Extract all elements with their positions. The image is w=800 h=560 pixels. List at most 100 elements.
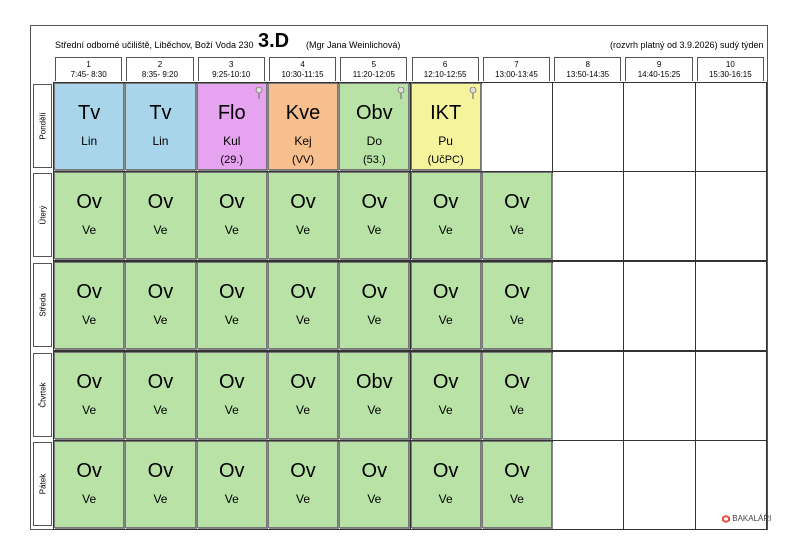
lesson-teacher: Ve [509,492,524,506]
lesson-teacher: Ve [296,313,311,327]
lesson-teacher: Ve [82,223,97,237]
subject: Ov [290,371,316,393]
lesson: Tv Lin [54,83,125,170]
subject: Tv [149,102,172,124]
week: sudý týden [720,40,764,50]
period-header: 7 13:00-13:45 [482,57,551,81]
subject: Obv [355,371,393,393]
lesson-teacher: Ve [367,492,382,506]
period-number: 8 [585,60,590,69]
period-header: 5 11:20-12:05 [340,57,408,81]
cell [694,351,767,441]
room: (29.) [220,154,244,166]
subject: Ov [218,191,245,213]
lesson-teacher: Ve [224,313,239,327]
lesson-teacher: Lin [81,134,98,148]
day-label: Čtvrtek [33,353,52,437]
period-header: 4 10:30-11:15 [268,57,337,81]
period-time: 7:45- 8:30 [70,70,107,79]
subject: Ov [432,371,459,393]
lesson-teacher: Ve [367,403,382,417]
class: 3.D [258,30,290,52]
logo-icon [722,514,730,523]
cell [552,171,625,261]
lesson: Ov Ve [196,441,267,528]
subject: Kve [285,102,321,124]
day-label: Středa [33,263,52,347]
day-name: Pondělí [38,112,47,140]
subject: Obv [355,102,393,124]
subject: Ov [76,191,102,213]
subject: Ov [147,191,174,213]
period-header: 3 9:25-10:10 [197,57,265,81]
room: (53.) [363,154,386,166]
period-header: 2 8:35- 9:20 [126,57,194,81]
period-number: 5 [371,60,377,69]
lesson: Ov Ve [125,172,196,259]
logo: BAKALÁŘI [722,514,771,523]
subject: Ov [147,371,174,393]
lesson: Ov Ve [339,441,410,528]
period-time: 13:50-14:35 [566,70,610,79]
day-name: Pátek [38,473,47,495]
lesson-teacher: Ve [367,313,382,327]
lesson-teacher: Ve [509,403,524,417]
cell [694,171,767,261]
period-header: 8 13:50-14:35 [554,57,622,81]
lesson: Ov Ve [54,172,125,259]
teacher: (Mgr Jana Weinlichová) [306,40,401,50]
lesson: Obv Ve [339,352,410,439]
period-header: 10 15:30-16:15 [696,57,764,81]
lesson: Ov Ve [196,352,267,439]
cell [623,351,696,441]
day-name: Úterý [38,205,47,225]
lesson: Ov Ve [410,172,481,259]
day-name: Středa [38,293,47,317]
day-label: Úterý [33,173,52,257]
validity: (rozvrh platný od 3.9.2026) [610,40,718,50]
pin-icon [255,87,263,99]
period-time: 9:25-10:10 [212,70,251,79]
cell [694,82,767,172]
lesson-teacher: Ve [438,223,453,237]
lesson-teacher: Ve [438,492,453,506]
lesson: Ov Ve [267,352,339,439]
subject: Ov [76,281,102,303]
cell [623,440,696,530]
lesson-teacher: Ve [224,403,239,417]
period-time: 15:30-16:15 [708,70,752,79]
cell [552,261,625,351]
lesson-teacher: Ve [82,403,97,417]
lesson-teacher: Ve [509,223,524,237]
cell [552,82,625,172]
lesson: Ov Ve [196,262,267,349]
lesson: Ov Ve [54,352,125,439]
lesson-teacher: Kul [223,134,241,148]
lesson-teacher: Do [366,134,382,148]
lesson: Ov Ve [54,441,125,528]
lesson: Ov Ve [267,262,339,349]
period-header: 1 7:45- 8:30 [55,57,123,81]
lesson-teacher: Ve [509,313,524,327]
subject: Ov [218,281,245,303]
lesson: Ov Ve [410,352,481,439]
period-time: 11:20-12:05 [352,70,395,79]
cell [480,82,554,172]
subject: Ov [361,460,388,482]
subject: Tv [78,102,101,124]
period-number: 6 [442,60,448,69]
lesson: Ov Ve [410,262,481,349]
cell [623,171,696,261]
lesson: Ov Ve [481,262,553,349]
subject: Ov [504,281,530,303]
period-number: 9 [656,60,662,69]
period-header: 9 14:40-15:25 [625,57,693,81]
pin-icon [398,87,405,99]
subject: Ov [504,371,530,393]
period-time: 13:00-13:45 [495,70,538,79]
lesson: Flo Kul (29.) [196,83,267,170]
cell [623,82,696,172]
lesson-teacher: Ve [153,492,168,506]
cell [552,351,625,441]
lesson-teacher: Ve [82,313,97,327]
